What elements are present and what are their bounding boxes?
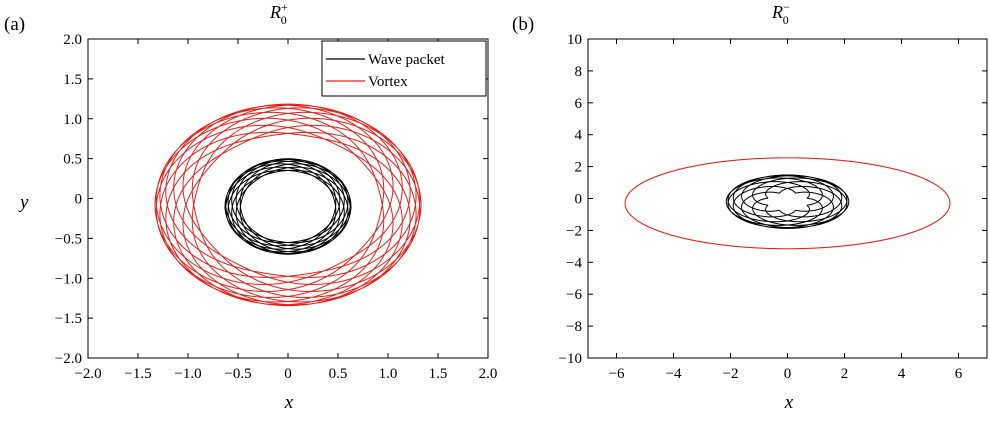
x-tick-label: 0 [784, 366, 792, 382]
x-tick-label: −1.0 [174, 366, 201, 382]
panel-a: (a) R+ 0 −2.0 −1.5 −1.0 −0.5 0 0.5 1.0 1.5 2.0−2.… [4, 0, 497, 413]
y-tick-label: −6 [566, 287, 582, 303]
panel-b-axes-box [587, 38, 988, 359]
panel-b-ticks: −6 −4 −2 0 2 4 6 −10 −8 −6 −4 −2 0 2 4 6 8 10 [559, 32, 987, 382]
series-wave-packet-line [725, 174, 850, 229]
x-tick-label: −0.5 [224, 366, 251, 382]
y-tick-label: 2.0 [63, 32, 82, 48]
series-vortex-line [624, 157, 951, 250]
y-tick-label: −1.0 [55, 271, 82, 287]
legend: Wave packet Vortex [321, 40, 487, 97]
x-tick-label: 0 [284, 366, 292, 382]
legend-box [321, 40, 487, 97]
panel-a-label: (a) [4, 14, 25, 35]
panel-b-plot-area [624, 157, 951, 250]
y-tick-label: −4 [566, 255, 582, 271]
y-tick-label: 0.5 [63, 152, 82, 168]
panel-b: (b) R− 0 −6 −4 −2 0 2 4 6 −10 −8 −6 −4 −2 0 2 4 6 8 10 x [512, 0, 988, 413]
x-tick-label: −2.0 [74, 366, 101, 382]
panel-a-xlabel: x [284, 392, 294, 413]
y-tick-label: 1.5 [63, 72, 82, 88]
panel-a-ylabel: y [18, 192, 29, 213]
series-wave-packet-line [224, 158, 352, 255]
panel-a-ticks: −2.0 −1.5 −1.0 −0.5 0 0.5 1.0 1.5 2.0 −2.0 −1.5 −1.… [55, 32, 498, 382]
panel-a-plot-area [154, 103, 422, 307]
x-tick-label: 2.0 [479, 366, 498, 382]
x-tick-label: 0.5 [329, 366, 348, 382]
y-tick-label: −0.5 [55, 231, 82, 247]
panel-a-title: R+ 0 [269, 0, 288, 27]
x-tick-label: −6 [609, 366, 625, 382]
y-tick-label: 6 [575, 96, 583, 112]
y-tick-label: 0 [575, 192, 583, 208]
y-tick-label: 10 [567, 32, 582, 48]
x-tick-label: −1.5 [124, 366, 151, 382]
x-tick-label: 1.5 [429, 366, 448, 382]
y-tick-label: 1.0 [63, 112, 82, 128]
y-tick-label: −2 [566, 223, 582, 239]
x-tick-label: 1.0 [379, 366, 398, 382]
y-tick-label: −1.5 [55, 311, 82, 327]
panel-b-label: (b) [512, 14, 534, 35]
panel-b-title: R− 0 [771, 0, 790, 27]
series-vortex-line [154, 103, 422, 307]
x-tick-label: −4 [666, 366, 682, 382]
x-tick-label: 2 [841, 366, 849, 382]
panel-b-xlabel: x [784, 392, 794, 413]
x-tick-label: −2 [723, 366, 739, 382]
y-tick-label: −8 [566, 319, 582, 335]
legend-label-vortex: Vortex [368, 74, 408, 90]
y-tick-label: 4 [575, 128, 583, 144]
x-tick-label: 4 [898, 366, 906, 382]
y-tick-label: 8 [575, 64, 583, 80]
y-tick-label: 0 [75, 192, 83, 208]
x-tick-label: 6 [955, 366, 963, 382]
legend-label-wave-packet: Wave packet [368, 52, 445, 68]
y-tick-label: 2 [575, 160, 583, 176]
y-tick-label: −10 [559, 351, 582, 367]
y-tick-label: −2.0 [55, 351, 82, 367]
